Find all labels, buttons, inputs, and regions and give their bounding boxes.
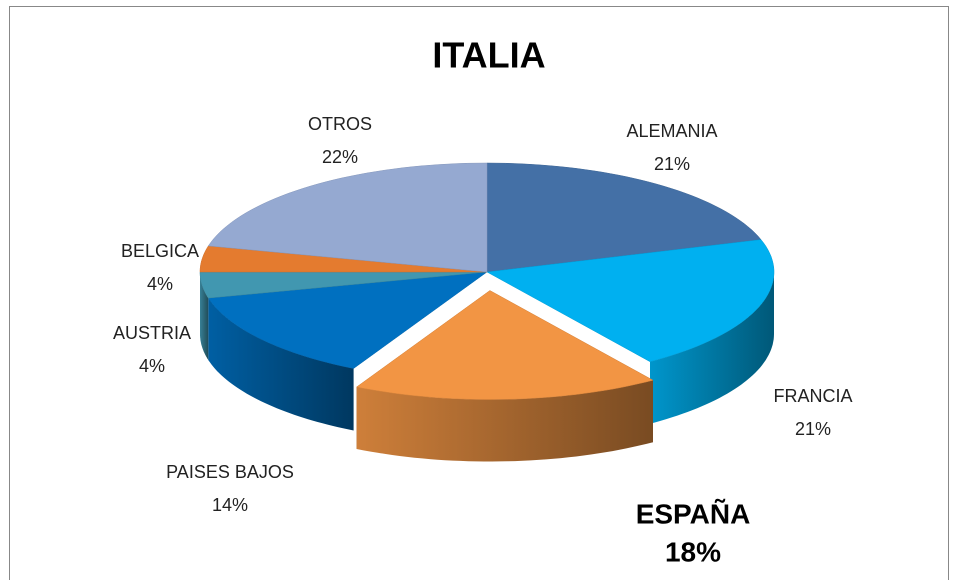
slice-side (650, 272, 774, 424)
slice-side (200, 272, 209, 361)
slice (207, 162, 488, 273)
data-label-name: AUSTRIA (113, 323, 191, 343)
data-label-value: 14% (212, 495, 248, 515)
data-label-value: 4% (147, 274, 173, 294)
data-label-value: 21% (654, 154, 690, 174)
slice (199, 271, 488, 299)
data-label-name: BELGICA (121, 241, 199, 261)
data-label-value: 22% (322, 147, 358, 167)
data-label-name: PAISES BAJOS (166, 462, 294, 482)
data-label-name: FRANCIA (773, 386, 852, 406)
data-label-name: OTROS (308, 114, 372, 134)
data-label-value: 18% (665, 536, 721, 567)
chart-title: ITALIA (432, 35, 545, 76)
slice-side (208, 298, 354, 431)
data-label-value: 4% (139, 356, 165, 376)
chart-frame (9, 6, 949, 580)
data-label-name: ESPAÑA (636, 498, 751, 529)
data-label-name: ALEMANIA (626, 121, 717, 141)
data-label-value: 21% (795, 419, 831, 439)
slice (486, 162, 762, 273)
slice (207, 271, 488, 369)
slice (355, 290, 654, 400)
slice (486, 239, 775, 362)
slice-side (356, 380, 653, 462)
